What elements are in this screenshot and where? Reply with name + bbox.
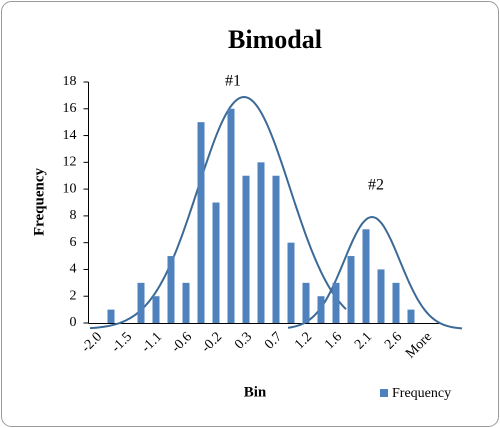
bar — [227, 108, 235, 324]
y-tick-label: 14 — [63, 128, 77, 143]
bar — [242, 175, 250, 323]
annotation: #2 — [368, 177, 384, 194]
bar — [347, 256, 355, 323]
bar — [137, 282, 145, 323]
bar — [332, 282, 340, 323]
y-tick-label: 16 — [63, 101, 77, 116]
chart-title: Bimodal — [228, 25, 322, 54]
y-tick-label: 4 — [70, 262, 77, 277]
bar — [197, 122, 205, 324]
bar — [287, 242, 295, 323]
fitted-curve — [89, 95, 347, 330]
annotation: #1 — [225, 73, 241, 90]
y-tick-label: 18 — [63, 74, 77, 89]
bar — [317, 296, 325, 323]
bar — [212, 202, 220, 323]
bar — [362, 229, 370, 323]
bar — [272, 175, 280, 323]
bar — [407, 309, 415, 323]
bar — [167, 256, 175, 323]
y-tick-label: 2 — [70, 288, 77, 303]
legend-swatch — [380, 389, 388, 397]
bar — [107, 309, 115, 323]
y-tick-label: 8 — [70, 208, 77, 223]
bar — [152, 296, 160, 323]
y-tick-label: 0 — [70, 315, 77, 330]
legend-label: Frequency — [392, 386, 451, 401]
y-tick-label: 6 — [70, 235, 77, 250]
fitted-curve — [287, 215, 463, 330]
x-axis-title: Bin — [244, 384, 267, 400]
bar — [302, 282, 310, 323]
bar — [377, 269, 385, 323]
bar — [392, 282, 400, 323]
y-axis-title: Frequency — [31, 167, 47, 236]
bar — [182, 282, 190, 323]
bar — [257, 162, 265, 323]
y-tick-label: 10 — [63, 181, 77, 196]
y-tick-label: 12 — [63, 155, 77, 170]
